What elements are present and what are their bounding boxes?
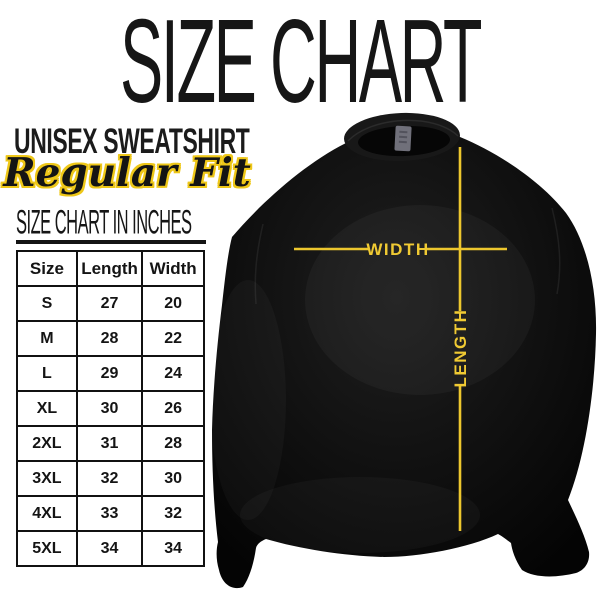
cell-width: 26 <box>141 390 205 427</box>
table-row: 4XL 33 32 <box>16 495 205 532</box>
cell-width: 28 <box>141 425 205 462</box>
sleeve-highlight <box>210 280 286 520</box>
cell-width: 22 <box>141 320 205 357</box>
cell-size: XL <box>16 390 78 427</box>
table-heading: SIZE CHART IN INCHES <box>16 201 192 241</box>
collar-edge <box>347 119 459 142</box>
table-row: S 27 20 <box>16 285 205 322</box>
header-size: Size <box>16 250 78 287</box>
header-width: Width <box>141 250 205 287</box>
shoulder-seam-left <box>254 223 264 305</box>
chest-highlight <box>305 205 535 395</box>
table-row: M 28 22 <box>16 320 205 357</box>
shoulder-seam-right <box>551 207 561 295</box>
sweatshirt-body <box>212 119 597 589</box>
sweatshirt-illustration: WIDTH LENGTH <box>210 112 597 589</box>
cell-width: 32 <box>141 495 205 532</box>
table-row: 2XL 31 28 <box>16 425 205 462</box>
measurement-lines <box>294 147 507 531</box>
cell-width: 20 <box>141 285 205 322</box>
hem-highlight <box>240 477 480 553</box>
table-row: 3XL 32 30 <box>16 460 205 497</box>
neck-tag-print <box>399 130 408 134</box>
cell-size: 4XL <box>16 495 78 532</box>
length-label: LENGTH <box>451 309 470 388</box>
cell-length: 27 <box>75 285 144 322</box>
cell-width: 34 <box>141 530 205 567</box>
cell-width: 24 <box>141 355 205 392</box>
header-length: Length <box>75 250 144 287</box>
cell-length: 33 <box>75 495 144 532</box>
neck-tag-print <box>398 140 407 144</box>
table-heading-underline: SIZE CHART IN INCHES <box>16 201 206 244</box>
cell-length: 29 <box>75 355 144 392</box>
cell-size: 5XL <box>16 530 78 567</box>
table-row: L 29 24 <box>16 355 205 392</box>
cell-size: 2XL <box>16 425 78 462</box>
cell-length: 30 <box>75 390 144 427</box>
page-title-wrap: SIZE CHART <box>0 1 600 120</box>
cell-size: M <box>16 320 78 357</box>
page-title: SIZE CHART <box>120 0 482 128</box>
cell-length: 32 <box>75 460 144 497</box>
cell-size: 3XL <box>16 460 78 497</box>
size-table: Size Length Width S 27 20 M 28 22 L 29 2… <box>16 250 205 567</box>
table-row: XL 30 26 <box>16 390 205 427</box>
table-header-row: Size Length Width <box>16 250 205 287</box>
cell-length: 34 <box>75 530 144 567</box>
cell-size: S <box>16 285 78 322</box>
product-name: UNISEX SWEATSHIRT <box>14 121 250 162</box>
cell-width: 30 <box>141 460 205 497</box>
neck-tag <box>394 125 412 152</box>
fit-label: Regular Fit <box>3 150 251 196</box>
cell-length: 28 <box>75 320 144 357</box>
cell-size: L <box>16 355 78 392</box>
table-row: 5XL 34 34 <box>16 530 205 567</box>
width-label: WIDTH <box>366 240 429 259</box>
cell-length: 31 <box>75 425 144 462</box>
neck-tag-print <box>399 135 408 139</box>
